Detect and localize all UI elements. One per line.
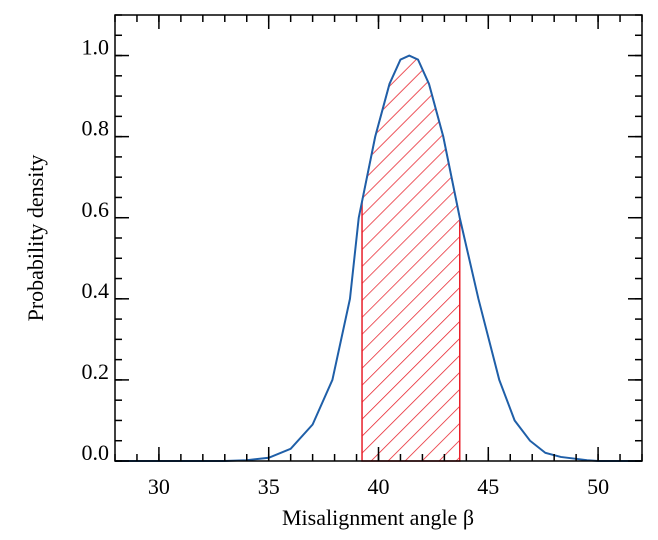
x-tick-label: 50 [587, 474, 609, 499]
y-axis-label: Probability density [23, 155, 48, 322]
x-tick-label: 35 [258, 474, 280, 499]
density-curve [115, 54, 642, 462]
y-tick-label: 0.0 [82, 440, 110, 465]
y-tick-label: 0.2 [82, 359, 110, 384]
x-tick-label: 40 [368, 474, 390, 499]
shaded-region [361, 54, 461, 462]
y-tick-label: 0.6 [82, 197, 110, 222]
x-tick-label: 30 [148, 474, 170, 499]
x-axis-label: Misalignment angle β [282, 505, 474, 530]
x-tick-label: 45 [477, 474, 499, 499]
y-tick-label: 1.0 [82, 35, 110, 60]
y-tick-label: 0.8 [82, 116, 110, 141]
y-tick-label: 0.4 [82, 278, 110, 303]
